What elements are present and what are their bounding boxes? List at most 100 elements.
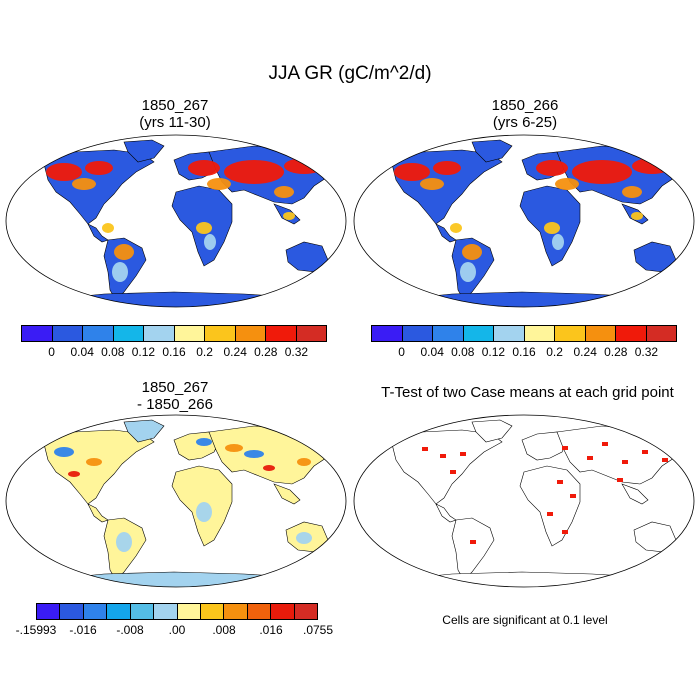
- map-boundary: [353, 414, 695, 588]
- colorbar-3-labels: -.15993 -.016 -.008 .00 .008 .016 .0755: [16, 620, 333, 637]
- colorbar-2-labels: 0 0.04 0.08 0.12 0.16 0.2 0.24 0.28 0.32: [371, 342, 677, 359]
- colorbar-swatch: [646, 326, 676, 341]
- continent-greenland: [471, 139, 513, 163]
- figure-title: JJA GR (gC/m^2/d): [268, 63, 432, 84]
- colorbar-swatch: [107, 604, 131, 619]
- panel-1-title-line2: (yrs 11-30): [139, 114, 211, 131]
- colorbar-swatch: [130, 604, 155, 619]
- colorbar-2-swatches: [371, 325, 677, 342]
- colorbar-tick-label: 0: [48, 345, 55, 359]
- colorbar-swatch: [372, 326, 403, 341]
- colorbar-swatch: [555, 326, 586, 341]
- colorbar-swatch: [113, 326, 144, 341]
- continent-africa: [519, 465, 581, 547]
- colorbar-swatch: [52, 326, 83, 341]
- colorbar-1-swatches: [21, 325, 327, 342]
- colorbar-swatch: [83, 604, 108, 619]
- continent-southAmerica: [451, 517, 495, 581]
- colorbar-tick-label: 0.04: [420, 345, 444, 359]
- colorbar-tick-label: 0.28: [254, 345, 278, 359]
- colorbar-tick-label: 0.12: [131, 345, 156, 359]
- continent-seasia: [621, 483, 649, 505]
- colorbar-tick-label: 0.08: [451, 345, 475, 359]
- colorbar-swatch: [22, 326, 53, 341]
- colorbar-tick-label: .016: [259, 623, 283, 637]
- colorbar-tick-label: 0.28: [604, 345, 628, 359]
- colorbar-tick-label: -.15993: [15, 623, 57, 637]
- colorbar-swatch: [296, 326, 326, 341]
- colorbar-tick-label: 0.32: [634, 345, 659, 359]
- colorbar-1-labels: 0 0.04 0.08 0.12 0.16 0.2 0.24 0.28 0.32: [21, 342, 327, 359]
- colorbar-tick-label: 0.04: [70, 345, 94, 359]
- colorbar-swatch: [224, 604, 248, 619]
- colorbar-swatch: [235, 326, 266, 341]
- colorbar-3-swatches: [36, 603, 318, 620]
- continent-seasia: [273, 483, 301, 505]
- colorbar-tick-label: 0.08: [101, 345, 125, 359]
- continent-antarctica: [43, 291, 310, 307]
- colorbar-swatch: [463, 326, 494, 341]
- colorbar-tick-label: 0.16: [512, 345, 536, 359]
- colorbar-swatch: [585, 326, 616, 341]
- colorbar-tick-label: 0.2: [196, 345, 213, 359]
- map-panel-ttest: [353, 414, 695, 588]
- colorbar-swatch: [402, 326, 433, 341]
- map-boundary: [5, 414, 347, 588]
- continent-greenland: [123, 419, 165, 443]
- colorbar-swatch: [294, 604, 318, 619]
- colorbar-tick-label: 0.12: [481, 345, 506, 359]
- panel-2-title-line2: (yrs 6-25): [492, 114, 558, 131]
- map-boundary: [353, 134, 695, 308]
- map-panel-1850-267: [5, 134, 347, 308]
- continent-europe: [521, 431, 568, 461]
- colorbar-tick-label: 0.16: [162, 345, 186, 359]
- continent-antarctica: [43, 571, 310, 587]
- colorbar-swatch: [433, 326, 464, 341]
- colorbar-panel-1: 0 0.04 0.08 0.12 0.16 0.2 0.24 0.28 0.32: [21, 325, 327, 359]
- continent-antarctica: [391, 571, 658, 587]
- colorbar-tick-label: -.016: [69, 623, 97, 637]
- colorbar-swatch: [154, 604, 178, 619]
- map-boundary: [5, 134, 347, 308]
- colorbar-swatch: [177, 604, 201, 619]
- colorbar-tick-label: 0.24: [573, 345, 597, 359]
- panel-3-title-line2: - 1850_266: [137, 396, 213, 413]
- colorbar-tick-label: .00: [168, 623, 186, 637]
- continent-greenland: [123, 139, 165, 163]
- panel-4-title-line1: T-Test of two Case means at each grid po…: [381, 384, 674, 401]
- colorbar-swatch: [266, 326, 297, 341]
- colorbar-tick-label: 0.2: [546, 345, 563, 359]
- colorbar-swatch: [144, 326, 175, 341]
- colorbar-swatch: [174, 326, 205, 341]
- colorbar-swatch: [205, 326, 236, 341]
- panel-4-title: T-Test of two Case means at each grid po…: [355, 384, 700, 401]
- colorbar-tick-label: -.008: [116, 623, 144, 637]
- map-panel-1850-266: [353, 134, 695, 308]
- colorbar-tick-label: 0.24: [223, 345, 247, 359]
- colorbar-swatch: [524, 326, 555, 341]
- colorbar-tick-label: .008: [212, 623, 236, 637]
- colorbar-swatch: [200, 604, 225, 619]
- colorbar-swatch: [83, 326, 114, 341]
- colorbar-swatch: [271, 604, 295, 619]
- colorbar-tick-label: .0755: [302, 623, 334, 637]
- ttest-significance-note: Cells are significant at 0.1 level: [442, 613, 608, 627]
- panel-1-title: 1850_267 (yrs 11-30): [60, 97, 290, 131]
- colorbar-swatch: [494, 326, 525, 341]
- colorbar-difference: -.15993 -.016 -.008 .00 .008 .016 .0755: [16, 603, 333, 637]
- colorbar-tick-label: 0.32: [284, 345, 309, 359]
- panel-2-title: 1850_266 (yrs 6-25): [410, 97, 640, 131]
- panel-1-title-line1: 1850_267: [141, 97, 209, 114]
- colorbar-swatch: [60, 604, 84, 619]
- colorbar-swatch: [616, 326, 647, 341]
- continent-greenland: [471, 419, 513, 443]
- map-panel-difference: [5, 414, 347, 588]
- colorbar-swatch: [37, 604, 61, 619]
- panel-3-title: 1850_267 - 1850_266: [60, 379, 290, 413]
- colorbar-tick-label: 0: [398, 345, 405, 359]
- continent-antarctica: [391, 291, 658, 307]
- panel-3-title-line1: 1850_267: [141, 379, 209, 396]
- colorbar-swatch: [247, 604, 272, 619]
- panel-2-title-line1: 1850_266: [491, 97, 559, 114]
- colorbar-panel-2: 0 0.04 0.08 0.12 0.16 0.2 0.24 0.28 0.32: [371, 325, 677, 359]
